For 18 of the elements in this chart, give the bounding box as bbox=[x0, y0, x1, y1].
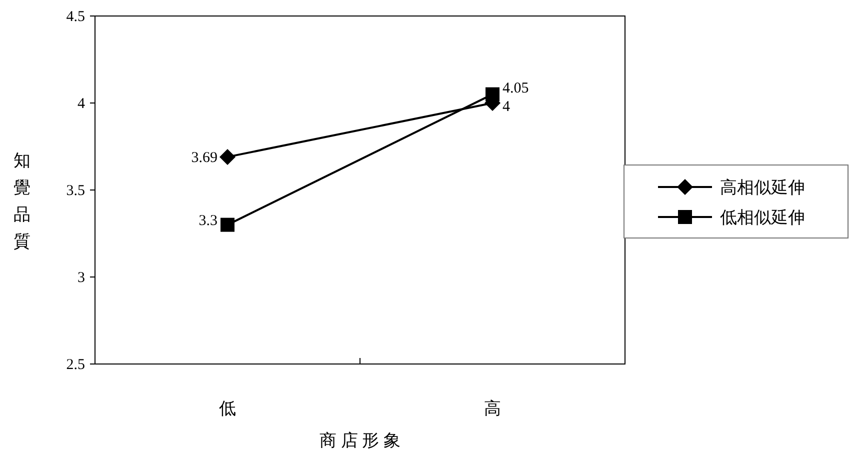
x-axis-title: 商 店 形 象 bbox=[320, 431, 400, 450]
y-tick-label: 3.5 bbox=[66, 183, 85, 199]
y-tick-label: 4 bbox=[78, 96, 86, 112]
data-label: 4.05 bbox=[502, 80, 529, 96]
legend-label: 高相似延伸 bbox=[720, 178, 805, 198]
legend-label: 低相似延伸 bbox=[720, 208, 805, 228]
y-tick-label: 2.5 bbox=[66, 357, 85, 373]
x-tick-label: 高 bbox=[484, 399, 501, 418]
data-label: 3.69 bbox=[191, 150, 218, 166]
point bbox=[220, 218, 234, 232]
point bbox=[486, 87, 500, 102]
point bbox=[220, 148, 236, 165]
y-tick-label: 3 bbox=[78, 270, 85, 286]
y-tick-label: 4.5 bbox=[66, 9, 85, 25]
data-label: 3.3 bbox=[198, 212, 218, 229]
data-label: 4 bbox=[502, 99, 510, 115]
x-tick-label: 低 bbox=[219, 399, 236, 418]
y-axis-title: 知覺品質 bbox=[14, 151, 30, 251]
